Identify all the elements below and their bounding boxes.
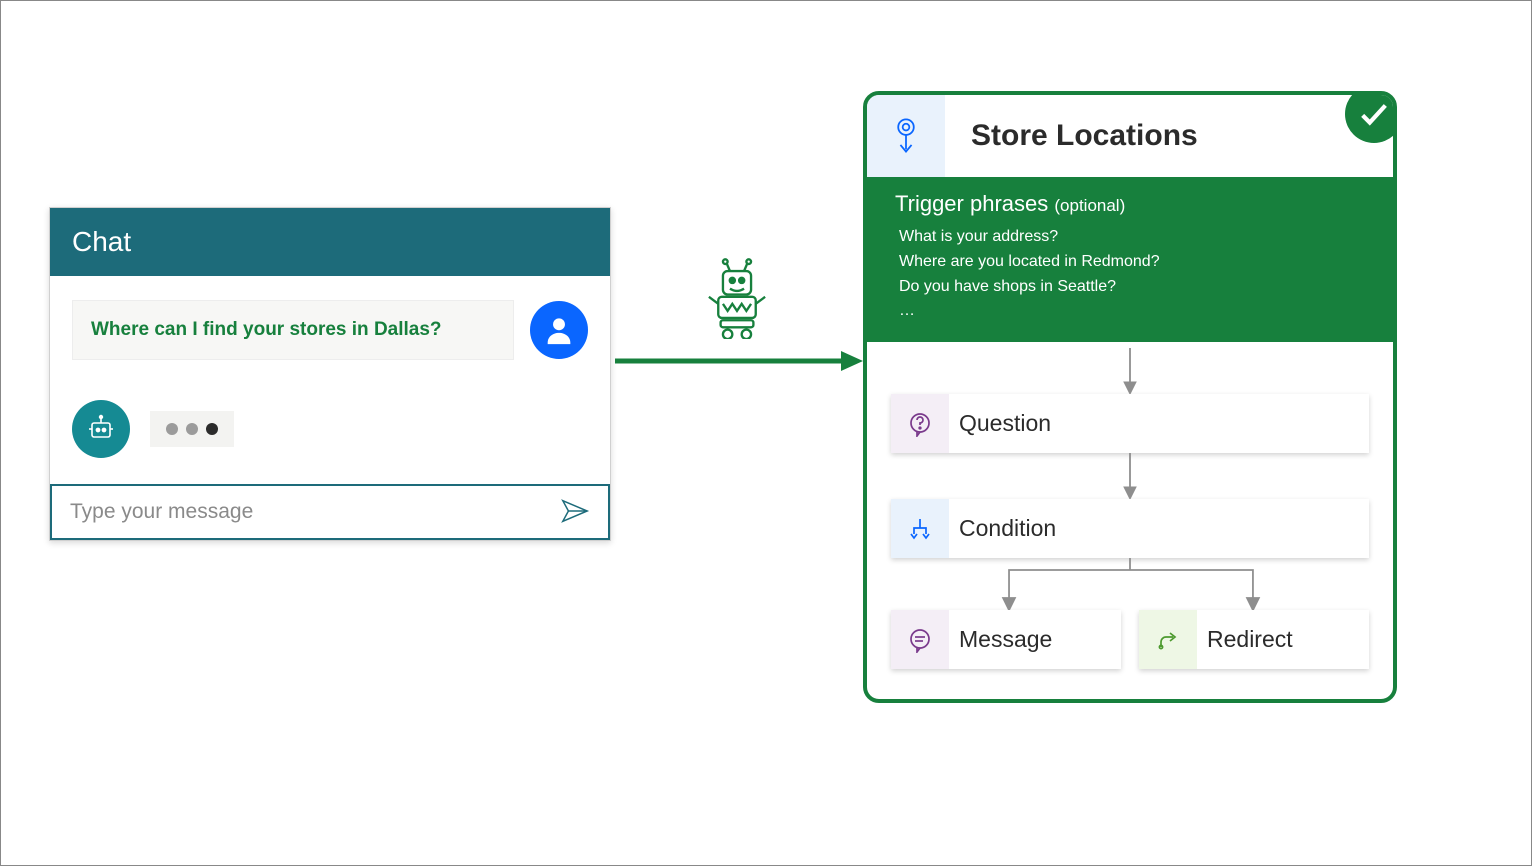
node-label: Message (949, 610, 1121, 669)
chat-header-title: Chat (50, 208, 610, 276)
condition-icon (891, 499, 949, 558)
trigger-label: Trigger phrases (optional) (895, 191, 1365, 217)
node-redirect[interactable]: Redirect (1139, 610, 1369, 669)
node-label: Redirect (1197, 610, 1369, 669)
bot-typing-row (72, 400, 588, 458)
node-label: Condition (949, 499, 1369, 558)
robot-icon (701, 257, 773, 344)
send-icon (560, 496, 590, 526)
question-icon (891, 394, 949, 453)
trigger-phrase: What is your address? (899, 225, 1365, 250)
topic-card: Store Locations Trigger phrases (optiona… (863, 91, 1397, 703)
trigger-phrase: Do you have shops in Seattle? (899, 275, 1365, 300)
chat-input-wrap (50, 484, 610, 540)
trigger-optional-text: (optional) (1054, 196, 1125, 215)
message-icon (891, 610, 949, 669)
user-avatar-icon (530, 301, 588, 359)
send-button[interactable] (556, 492, 594, 533)
node-label: Question (949, 394, 1369, 453)
chat-message-input[interactable] (66, 486, 556, 538)
node-condition[interactable]: Condition (891, 499, 1369, 558)
branch-connector (891, 558, 1369, 610)
chat-panel: Chat Where can I find your stores in Dal… (49, 207, 611, 541)
node-message[interactable]: Message (891, 610, 1121, 669)
flow-arrow (615, 349, 863, 373)
connector (891, 348, 1369, 394)
connector (891, 453, 1369, 499)
trigger-phrases-section: Trigger phrases (optional) What is your … (867, 177, 1393, 342)
user-message-bubble: Where can I find your stores in Dallas? (72, 300, 514, 360)
trigger-phrase: … (899, 299, 1365, 324)
branch-row: Message Redirect (891, 610, 1369, 669)
trigger-phrase: Where are you located in Redmond? (899, 250, 1365, 275)
topic-title: Store Locations (945, 119, 1198, 153)
user-message-row: Where can I find your stores in Dallas? (72, 300, 588, 360)
chat-body: Where can I find your stores in Dallas? (50, 276, 610, 468)
redirect-icon (1139, 610, 1197, 669)
flow-canvas: Question Condition (867, 342, 1393, 699)
bot-avatar-icon (72, 400, 130, 458)
trigger-phrase-list: What is your address? Where are you loca… (895, 225, 1365, 324)
trigger-label-text: Trigger phrases (895, 191, 1048, 216)
node-question[interactable]: Question (891, 394, 1369, 453)
topic-trigger-icon (867, 95, 945, 177)
topic-header: Store Locations (867, 95, 1393, 177)
typing-indicator (150, 411, 234, 447)
